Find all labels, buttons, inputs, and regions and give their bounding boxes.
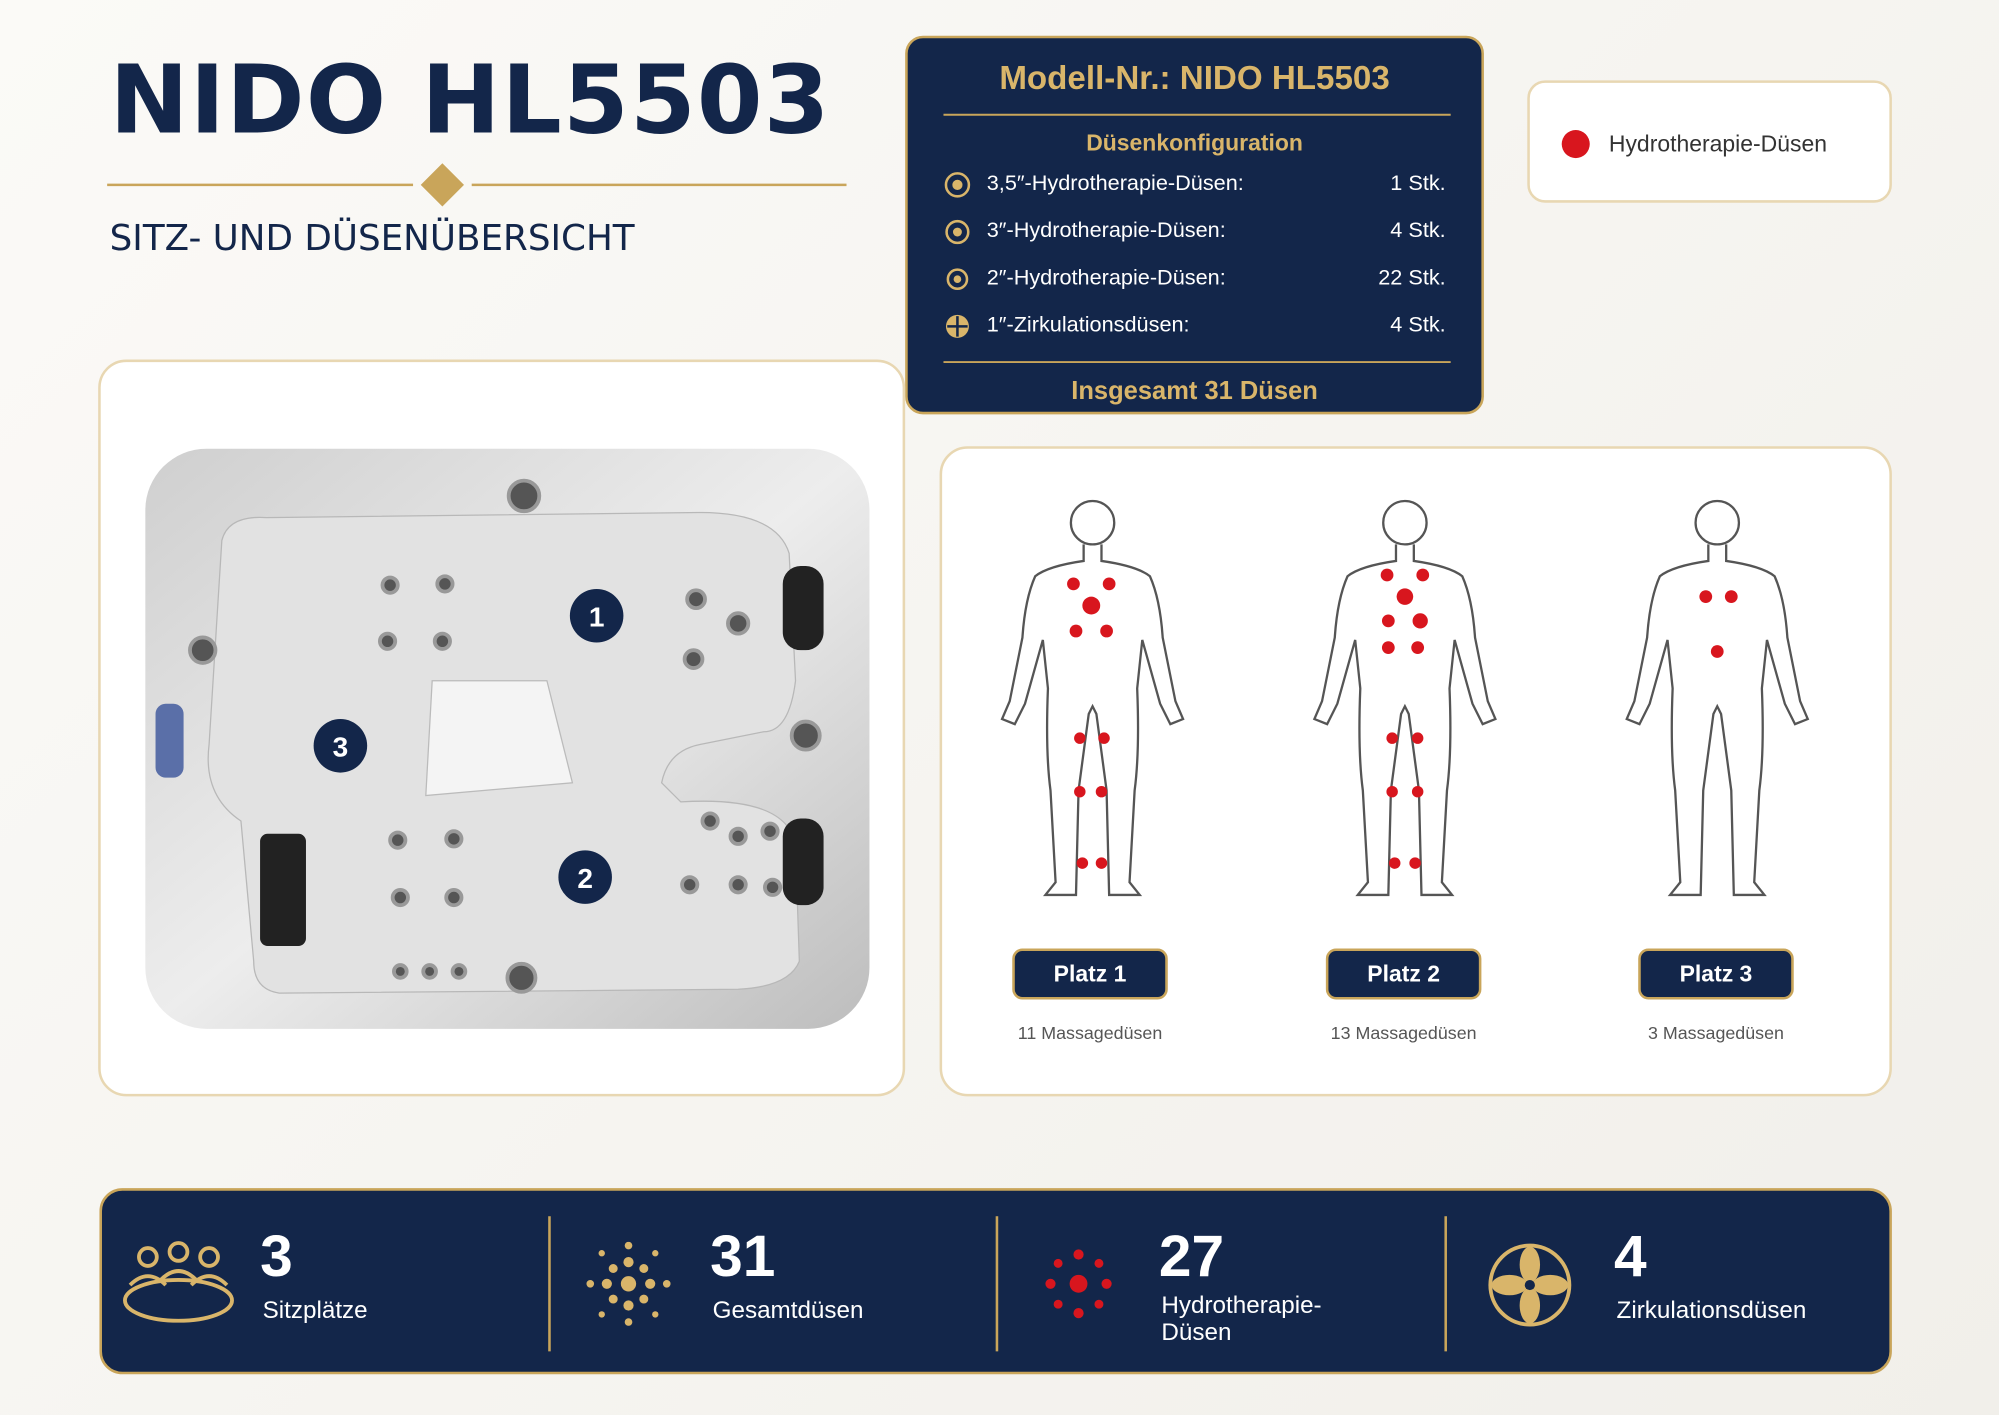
title: NIDO HL5503 <box>109 45 831 156</box>
body-figures <box>1000 499 1809 897</box>
icon <box>945 314 969 338</box>
spec-panel: Modell-Nr.: NIDO HL5503 Düsenkonfigurati… <box>905 35 1484 415</box>
rule <box>943 361 1451 364</box>
icon <box>946 268 969 291</box>
icon <box>944 172 971 198</box>
divider <box>107 163 847 207</box>
panel-title: Modell-Nr.: NIDO HL5503 <box>999 58 1390 97</box>
legend-dot <box>1561 130 1590 159</box>
seat-button: Platz 1 <box>1012 948 1168 1000</box>
seat-button: Platz 2 <box>1325 948 1482 1000</box>
separator <box>548 1216 551 1352</box>
body-card: Platz 1 11 Massagedüsen Platz 2 13 Massa… <box>939 446 1892 1097</box>
icon-hydro <box>1045 1249 1112 1319</box>
row-count: 1 Stk. <box>1390 170 1446 196</box>
separator <box>995 1216 999 1352</box>
stat-label: Hydrotherapie-Düsen <box>1161 1292 1322 1347</box>
icon-circulation <box>1488 1243 1572 1327</box>
row-label: 3,5″-Hydrotherapie-Düsen: <box>986 170 1244 196</box>
row-count: 4 Stk. <box>1390 218 1446 243</box>
seat-note: 3 Massagedüsen <box>1647 1022 1784 1043</box>
spec-row: 2″-Hydrotherapie-Düsen: 22 Stk. <box>943 265 1446 296</box>
seat-note: 13 Massagedüsen <box>1330 1022 1477 1043</box>
icon <box>945 219 970 245</box>
seat-note: 11 Massagedüsen <box>1017 1022 1163 1043</box>
stat-value: 27 <box>1158 1222 1225 1289</box>
rule <box>943 113 1451 116</box>
spec-row: 3″-Hydrotherapie-Düsen: 4 Stk. <box>943 218 1446 249</box>
panel-section: Düsenkonfiguration <box>1086 130 1303 156</box>
subtitle: SITZ- UND DÜSENÜBERSICHT <box>109 216 635 259</box>
seat-number: 1 <box>589 602 605 633</box>
stat-label: Zirkulationsdüsen <box>1616 1297 1807 1325</box>
stat-value: 3 <box>260 1222 293 1289</box>
row-count: 4 Stk. <box>1390 312 1446 337</box>
legend: Hydrotherapie-Düsen <box>1527 80 1892 203</box>
tub-card: 1 2 3 <box>98 359 906 1097</box>
stats-bar: 3 Sitzplätze 31 Gesamtdüsen 27 Hydrother… <box>99 1188 1892 1375</box>
spec-row: 3,5″-Hydrotherapie-Düsen: 1 Stk. <box>943 170 1446 202</box>
icon-jets <box>586 1241 671 1326</box>
icon-seats <box>123 1241 234 1323</box>
stat-value: 31 <box>710 1222 776 1289</box>
row-label: 3″-Hydrotherapie-Düsen: <box>986 218 1226 243</box>
separator <box>1444 1216 1447 1352</box>
seat-number: 3 <box>333 732 349 763</box>
spec-row: 1″-Zirkulationsdüsen: 4 Stk. <box>943 312 1446 343</box>
stat-label: Gesamtdüsen <box>712 1297 864 1325</box>
tub-drawing: 1 2 3 <box>145 448 870 1029</box>
panel-total: Insgesamt 31 Düsen <box>1071 377 1318 406</box>
stat-value: 4 <box>1613 1222 1647 1289</box>
row-label: 1″-Zirkulationsdüsen: <box>986 312 1190 337</box>
stat-label: Sitzplätze <box>262 1297 368 1325</box>
seat-button: Platz 3 <box>1638 948 1794 1000</box>
row-label: 2″-Hydrotherapie-Düsen: <box>986 265 1226 290</box>
row-count: 22 Stk. <box>1378 265 1446 290</box>
legend-label: Hydrotherapie-Düsen <box>1608 131 1828 157</box>
seat-number: 2 <box>577 863 593 894</box>
